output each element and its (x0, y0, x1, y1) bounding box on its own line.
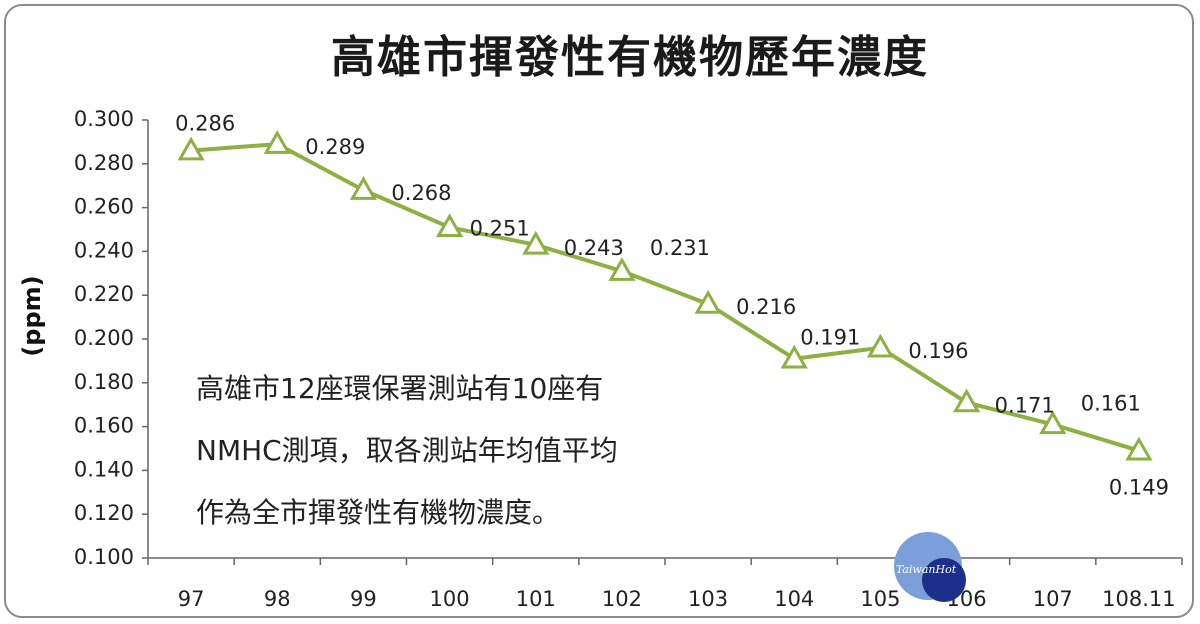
series-layer (177, 130, 1153, 461)
y-tick-label: 0.120 (74, 501, 134, 525)
chart-frame (4, 4, 1194, 618)
data-labels: 0.286 0.289 0.268 0.251 0.243 0.231 0.2160.191… (175, 112, 1169, 500)
data-point-marker (435, 213, 464, 238)
y-tick-label: 0.300 (74, 107, 134, 131)
chart-title: 高雄市揮發性有機物歷年濃度 (331, 32, 929, 83)
x-tick-label: 102 (602, 587, 642, 611)
data-label: 0.216 (736, 295, 796, 319)
annotation-text: 高雄市12座環保署測站有10座有 NMHC測項，取各測站年均值平均 作為全市揮發… (196, 372, 618, 529)
x-tick-label: 99 (350, 587, 377, 611)
data-label: 0.231 (650, 236, 710, 260)
series-line (190, 142, 1140, 453)
data-label: 0.243 (564, 236, 624, 260)
data-point-marker (1125, 436, 1153, 461)
data-point-marker (1039, 410, 1067, 435)
data-point-marker (177, 136, 205, 161)
y-tick-labels: 0.300 0.280 0.260 0.240 0.220 0.200 0.180 0.160… (74, 107, 134, 569)
y-tick-label: 0.100 (74, 545, 134, 569)
data-label: 0.149 (1109, 476, 1169, 500)
data-point-marker (349, 176, 378, 200)
data-label: 0.196 (908, 339, 968, 363)
taiwanhot-watermark-logo: TaiwanHot (894, 532, 966, 602)
x-tick-label: 98 (264, 587, 291, 611)
x-tick-label: 97 (178, 587, 205, 611)
annotation-line-1: 高雄市12座環保署測站有10座有 (196, 372, 603, 405)
data-label: 0.171 (995, 394, 1055, 418)
x-tick-labels: 97 98 99 100 101 102 103 104 105 106 107 108.11 (178, 587, 1176, 611)
y-tick-label: 0.180 (74, 370, 134, 394)
axes (142, 119, 1183, 565)
watermark-circle-dark (922, 558, 966, 602)
x-tick-label: 104 (774, 587, 814, 611)
x-tick-label: 100 (430, 587, 470, 611)
x-tick-label: 107 (1033, 587, 1073, 611)
x-tick-label: 103 (688, 587, 728, 611)
data-point-marker (952, 388, 981, 413)
y-tick-label: 0.280 (74, 151, 134, 175)
x-tick-label: 101 (516, 587, 556, 611)
data-label: 0.251 (470, 216, 530, 240)
y-tick-label: 0.140 (74, 457, 134, 481)
data-label: 0.289 (305, 135, 365, 159)
x-tick-label: 105 (860, 587, 900, 611)
data-label: 0.268 (391, 181, 451, 205)
watermark-text: TaiwanHot (896, 563, 957, 576)
x-tick-label: 108.11 (1102, 587, 1175, 611)
data-point-marker (780, 344, 808, 369)
data-point-marker (608, 257, 636, 281)
y-tick-label: 0.260 (74, 195, 134, 219)
data-label: 0.161 (1081, 391, 1141, 415)
data-label: 0.286 (175, 112, 235, 136)
annotation-line-3: 作為全市揮發性有機物濃度。 (196, 496, 560, 529)
data-point-marker (694, 289, 722, 314)
data-point-marker (263, 130, 291, 154)
y-tick-label: 0.200 (74, 326, 134, 350)
data-point-marker (866, 333, 895, 358)
y-axis-label: (ppm) (18, 275, 46, 356)
y-tick-label: 0.160 (74, 414, 134, 438)
y-tick-label: 0.220 (74, 282, 134, 306)
data-label: 0.191 (800, 326, 860, 350)
annotation-line-2: NMHC測項，取各測站年均值平均 (196, 434, 618, 467)
data-point-marker (522, 230, 550, 255)
y-tick-label: 0.240 (74, 238, 134, 262)
